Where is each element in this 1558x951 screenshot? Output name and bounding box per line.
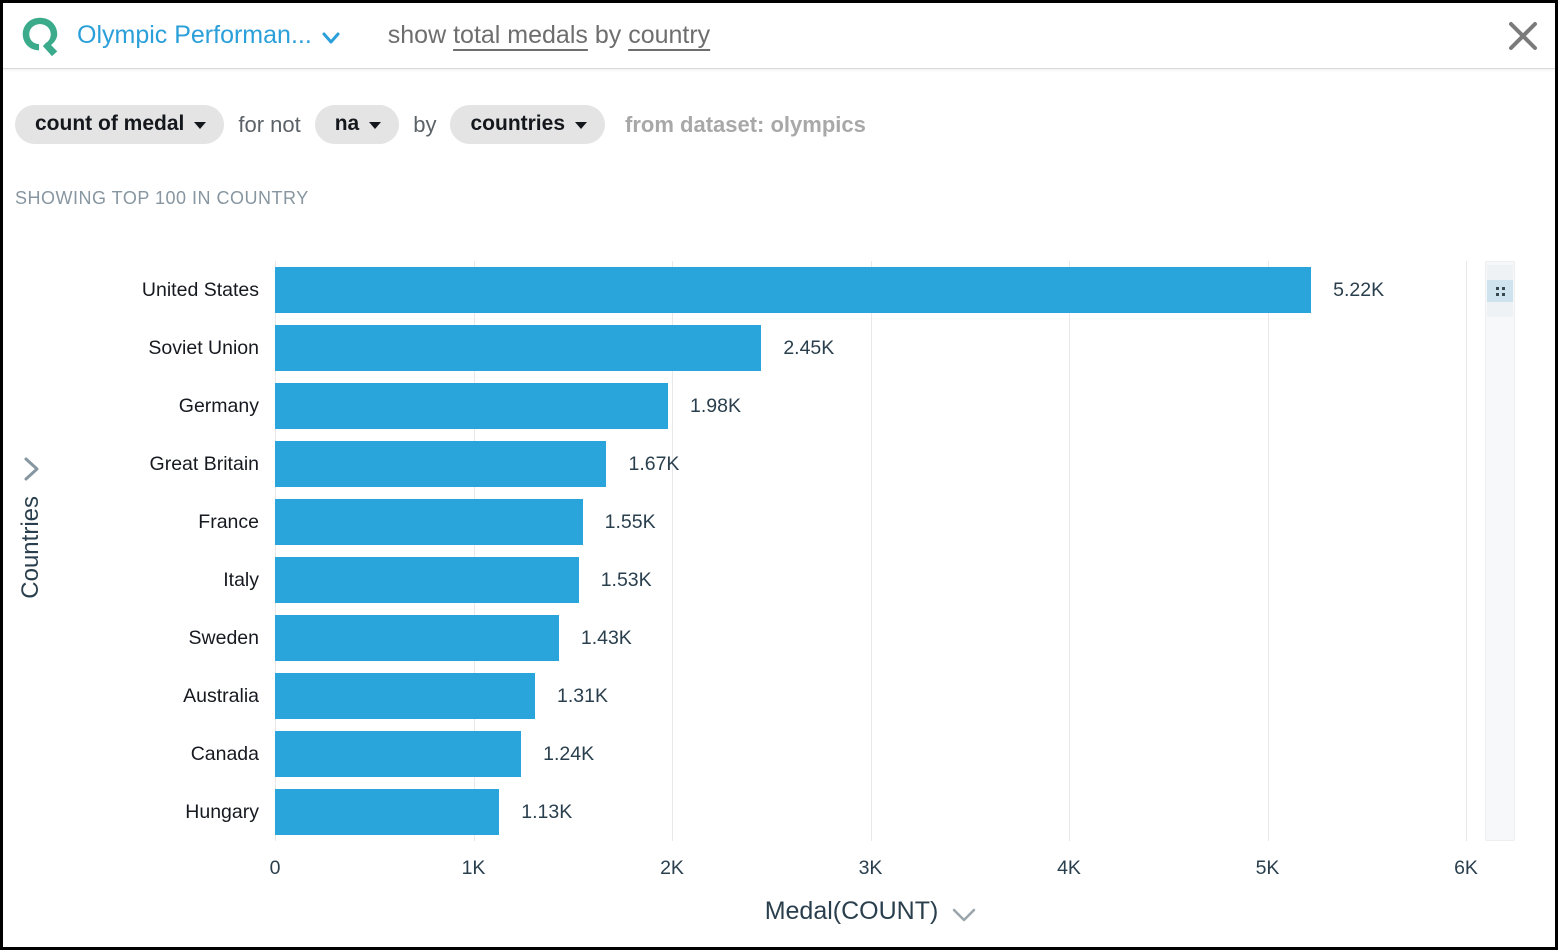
x-tick-label: 0 [269, 857, 281, 879]
x-tick-label: 6K [1454, 857, 1478, 879]
chevron-right-icon[interactable] [18, 456, 44, 482]
bar-value-label: 1.55K [604, 511, 656, 533]
chart-scrollbar-track[interactable] [1485, 261, 1515, 841]
bar-value-label: 1.67K [628, 453, 680, 475]
x-tick-label: 1K [461, 857, 486, 879]
bar-value-label: 1.24K [543, 743, 595, 765]
gridline [473, 261, 475, 841]
x-tick-label: 5K [1255, 857, 1280, 879]
bar-sweden[interactable] [275, 615, 559, 661]
gridline [1069, 261, 1070, 841]
bar-value-label: 1.43K [580, 627, 632, 649]
category-label: Great Britain [149, 453, 259, 475]
bar-soviet-union[interactable] [275, 325, 762, 371]
for-not-text: for not [238, 111, 301, 137]
chart-scrollbar-handle[interactable] [1487, 265, 1513, 317]
bar-value-label: 1.31K [557, 685, 608, 707]
measure-pill[interactable]: count of medal [15, 105, 225, 144]
y-axis-zone: Countries [17, 456, 45, 599]
x-axis-title-zone: Medal(COUNT) [275, 897, 1466, 926]
bar-hungary[interactable] [275, 789, 500, 835]
bar-value-label: 1.13K [521, 801, 573, 823]
topic-dropdown-label: Olympic Performan... [77, 21, 312, 49]
category-axis-labels: United States Soviet Union Germany Great Br… [3, 261, 259, 841]
bar-italy[interactable] [275, 557, 579, 603]
caret-down-icon [369, 122, 382, 129]
by-text: by [413, 111, 437, 137]
category-label: Germany [178, 395, 259, 417]
category-label: France [198, 511, 259, 533]
bar-value-label: 2.45K [783, 337, 835, 359]
dataset-source-text: from dataset: olympics [625, 111, 866, 137]
bar-france[interactable] [275, 499, 583, 545]
quicksight-q-logo-icon [22, 17, 58, 56]
category-label: Hungary [185, 801, 259, 823]
x-axis-title[interactable]: Medal(COUNT) [764, 897, 939, 925]
query-interpretation-bar: count of medal for not na by countries f… [15, 105, 1555, 144]
bar-value-label: 1.98K [690, 395, 741, 417]
bar-chart: Countries United States Soviet Union Germa… [3, 261, 1555, 951]
x-axis-tick-labels: 0 1K 2K 3K 4K 5K 6K [3, 841, 1555, 889]
x-tick-label: 2K [660, 857, 684, 879]
showing-top-note: SHOWING TOP 100 IN COUNTRY [15, 188, 309, 208]
question-input[interactable]: show total medals by country [388, 21, 710, 50]
chevron-down-icon [322, 32, 340, 43]
group-by-pill[interactable]: countries [450, 105, 606, 144]
plot-area: 5.22K 2.45K 1.98K 1.67K 1.55K 1.53K 1.43K 1.31K… [275, 261, 1473, 841]
bar-canada[interactable] [275, 731, 522, 777]
category-label: Italy [223, 569, 259, 591]
filter-value-pill[interactable]: na [314, 105, 400, 144]
caret-down-icon [194, 122, 207, 129]
bar-germany[interactable] [275, 383, 669, 429]
category-label: United States [141, 279, 259, 301]
bar-value-label: 5.22K [1333, 279, 1385, 301]
chevron-down-icon[interactable] [952, 908, 976, 922]
query-term[interactable]: country [628, 21, 711, 49]
bar-value-label: 1.53K [600, 569, 652, 591]
query-word: show [387, 21, 454, 49]
category-label: Soviet Union [148, 337, 259, 359]
scrollbar-grip-icon [1487, 280, 1513, 302]
category-label: Sweden [188, 627, 259, 649]
measure-pill-label: count of medal [35, 112, 185, 135]
category-label: Canada [190, 743, 259, 765]
caret-down-icon [575, 122, 588, 129]
topic-dropdown[interactable]: Olympic Performan... [77, 21, 340, 50]
bar-united-states[interactable] [275, 267, 1312, 313]
bar-great-britain[interactable] [275, 441, 607, 487]
group-by-pill-label: countries [470, 112, 566, 135]
close-icon[interactable] [1505, 18, 1541, 54]
query-word: by [587, 21, 629, 49]
category-label: Australia [183, 685, 259, 707]
gridline [275, 261, 276, 841]
filter-value-pill-label: na [334, 112, 360, 135]
gridline [672, 261, 673, 841]
gridline [1267, 261, 1269, 841]
gridline [1466, 261, 1467, 841]
x-tick-label: 4K [1057, 857, 1081, 879]
gridline [870, 261, 872, 841]
x-tick-label: 3K [858, 857, 883, 879]
bar-australia[interactable] [275, 673, 536, 719]
query-term[interactable]: total medals [453, 21, 588, 49]
header-bar: Olympic Performan... show total medals b… [3, 3, 1555, 69]
